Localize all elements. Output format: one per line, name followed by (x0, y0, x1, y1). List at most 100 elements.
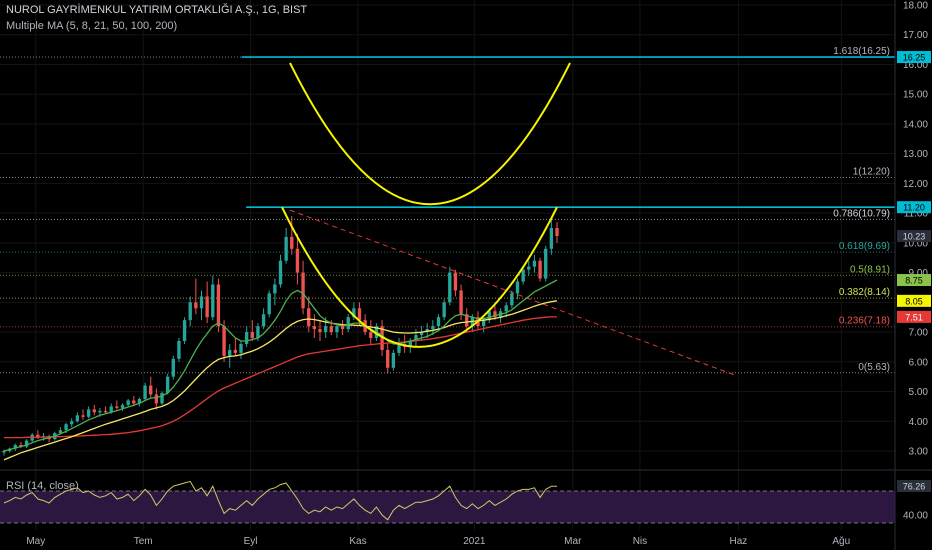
candle-body (419, 332, 424, 336)
price-tick-label: 5.00 (909, 387, 929, 398)
candle-body (510, 293, 514, 306)
candle-body (13, 445, 17, 449)
candle-body (109, 406, 113, 413)
candle-body (81, 415, 85, 417)
candle-body (481, 320, 486, 327)
price-tick-label: 3.00 (909, 447, 929, 458)
candle-body (205, 296, 209, 318)
time-tick-label: Eyl (244, 536, 258, 547)
candle-body (527, 266, 531, 270)
price-tick-label: 9.00 (909, 268, 929, 279)
candle-body (24, 440, 29, 447)
price-badge (897, 310, 931, 323)
candle-body (521, 269, 525, 282)
candle-body (369, 332, 373, 339)
target-cup-curve (289, 62, 571, 205)
candle-body (250, 332, 254, 339)
candle-body (115, 406, 119, 408)
candle-body (414, 335, 418, 341)
candle-body (216, 284, 221, 327)
candle-body (307, 308, 311, 327)
fib-levels: 1.618(16.25) 1(12.20) 0.786(10.79) 0.618(9.… (0, 46, 895, 374)
candle-body (357, 308, 362, 321)
price-badge-label: 16.25 (903, 53, 926, 63)
candle-body (194, 302, 198, 309)
price-tick-label: 18.00 (903, 1, 928, 12)
price-badge (897, 274, 931, 287)
candle-body (318, 329, 322, 333)
price-tick-label: 10.00 (903, 238, 928, 249)
candle-body (555, 228, 559, 237)
candle-body (228, 349, 232, 356)
price-tick-label: 11.00 (904, 209, 929, 220)
candle-body (391, 352, 396, 368)
rsi-badge-label: 76.26 (903, 481, 926, 491)
candle-body (386, 349, 390, 368)
fib-label: 0.236(7.18) (839, 316, 890, 327)
chart-title: NUROL GAYRİMENKUL YATIRIM ORTAKLIĞI A.Ş.… (6, 4, 308, 16)
price-badge-label: 10.23 (903, 232, 926, 242)
candle-body (487, 311, 491, 321)
candle-body (493, 311, 497, 318)
price-axis: 18.00 17.00 16.00 15.00 14.00 13.00 12.00 11.00… (903, 1, 928, 522)
candle-body (515, 281, 520, 294)
price-badge-label: 7.51 (905, 312, 923, 322)
candle-body (329, 326, 333, 333)
price-badge (897, 294, 931, 307)
candle-body (261, 314, 266, 327)
candle-body (92, 409, 96, 413)
candle-body (301, 272, 305, 309)
fib-label: 0.5(8.91) (850, 264, 890, 275)
candle-body (70, 421, 74, 425)
candle-body (312, 326, 317, 330)
price-badge (897, 51, 931, 64)
fib-label: 0(5.63) (858, 362, 890, 373)
candle-body (323, 326, 328, 333)
rsi-badge (897, 479, 931, 492)
grid (0, 0, 895, 530)
time-axis: May Tem Eyl Kas 2021 Mar Nis Haz Ağu (26, 536, 850, 547)
candle-body (549, 228, 554, 249)
candle-body (335, 326, 339, 333)
candle-body (75, 415, 80, 422)
price-badge-label: 8.05 (905, 296, 923, 306)
candle-body (149, 385, 153, 395)
ma-fast-line (3, 279, 558, 452)
candle-body (199, 296, 204, 309)
indicator-label: Multiple MA (5, 8, 21, 50, 100, 200) (6, 20, 178, 32)
candle-body (126, 400, 130, 405)
fib-label: 1(12.20) (853, 166, 890, 177)
candle-body (211, 284, 215, 318)
ma-mid-line (3, 300, 558, 461)
candle-body (36, 434, 40, 438)
price-badge (897, 201, 931, 214)
price-tick-label: 16.00 (903, 60, 928, 71)
price-badge-label: 11.20 (903, 203, 925, 213)
time-tick-label: Mar (564, 536, 582, 547)
candle-body (98, 410, 102, 413)
horizontal-lines (241, 56, 895, 208)
candles (2, 216, 559, 456)
candle-body (532, 260, 537, 267)
candle-body (459, 290, 463, 315)
fib-label: 0.382(8.14) (839, 287, 890, 298)
candle-body (442, 302, 446, 318)
price-badges: 16.25 11.20 10.23 8.75 8.05 7.51 76.26 (897, 51, 931, 492)
candle-body (295, 248, 300, 273)
price-tick-label: 6.00 (909, 357, 929, 368)
candle-body (137, 398, 142, 404)
rsi-line (3, 480, 557, 521)
candle-body (171, 358, 175, 377)
candle-body (397, 343, 401, 353)
fib-label: 0.786(10.79) (833, 208, 890, 219)
candle-body (352, 308, 356, 318)
candle-body (86, 409, 91, 417)
candle-body (177, 340, 181, 359)
price-badge-label: 8.75 (905, 276, 923, 286)
candle-body (132, 400, 136, 404)
candle-body (160, 393, 164, 404)
candle-body (465, 314, 469, 327)
candle-body (239, 343, 243, 353)
